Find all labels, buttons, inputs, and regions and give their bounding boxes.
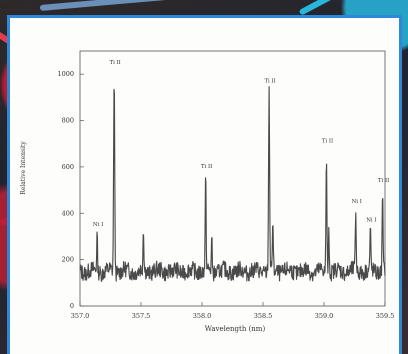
- x-tick-label: 357.0: [71, 312, 90, 320]
- peak-label: Ti II: [264, 78, 275, 84]
- x-axis-label: Wavelength (nm): [205, 325, 266, 333]
- peak-label: Ti II: [110, 60, 121, 66]
- peak-label: Ni I: [352, 199, 362, 205]
- plot-frame: [79, 50, 386, 307]
- peak-label: Ni I: [366, 218, 376, 224]
- background-stripe: [298, 0, 381, 16]
- y-axis-label: Relative Intensity: [20, 141, 27, 195]
- spectrum-line: [79, 86, 386, 283]
- peak-label: Ti II: [201, 164, 212, 170]
- y-tick-label: 0: [70, 302, 74, 310]
- x-tick-label: 358.0: [193, 312, 212, 320]
- spectrum-chart: 357.0 357.5 358.0 358.5 359.0 359.5 0 200 400 600…: [20, 50, 394, 333]
- chart-ticks: 357.0 357.5 358.0 358.5 359.0 359.5 0 200 400 600…: [57, 70, 394, 320]
- peak-label: Ti II: [378, 178, 389, 184]
- y-tick-label: 200: [62, 256, 74, 264]
- peak-labels: Ni I Ti II Ti II Ti II Ti II Ni I Ni I Ti II: [93, 60, 389, 228]
- y-tick-label: 600: [62, 163, 74, 171]
- background-stripe: [39, 0, 220, 11]
- chart-card: 357.0 357.5 358.0 358.5 359.0 359.5 0 200 400 600…: [7, 15, 402, 354]
- y-tick-label: 400: [62, 209, 74, 217]
- x-tick-label: 359.0: [315, 312, 334, 320]
- x-tick-label: 359.5: [376, 312, 395, 320]
- y-tick-label: 1000: [57, 70, 74, 78]
- y-tick-label: 800: [62, 117, 74, 125]
- peak-label: Ni I: [93, 222, 103, 228]
- chart-series: [79, 86, 386, 283]
- x-tick-label: 358.5: [254, 312, 273, 320]
- peak-label: Ti II: [322, 139, 333, 145]
- x-tick-label: 357.5: [132, 312, 151, 320]
- chart-axes: [79, 50, 386, 307]
